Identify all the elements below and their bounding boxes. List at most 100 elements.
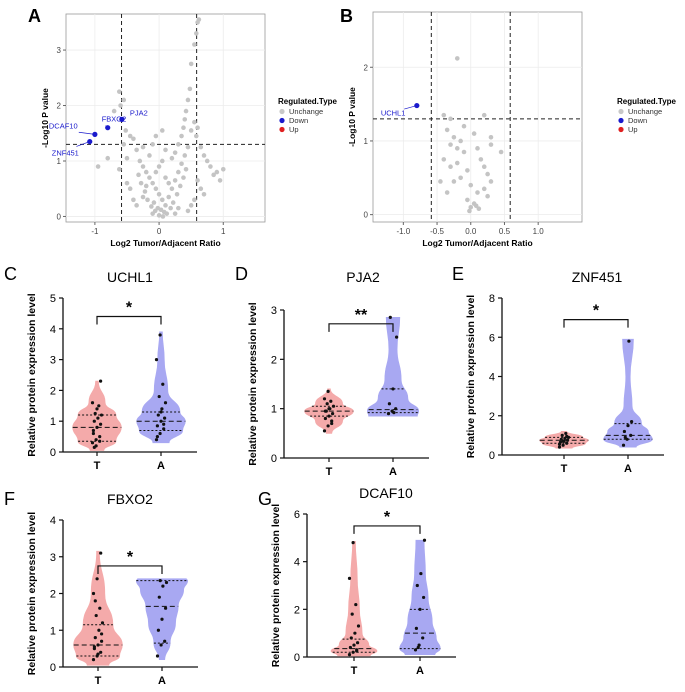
data-point-unchanged [214,169,220,175]
data-point-unchanged [150,142,155,147]
data-point [160,407,164,411]
x-tick-label: A [416,665,424,677]
data-point [90,441,95,445]
violin-body [73,550,123,666]
data-point [93,636,97,640]
y-tick-label: 2 [294,604,300,616]
x-tick-label: T [94,460,101,472]
data-point-unchanged [454,146,460,151]
data-point-unchanged [131,136,136,142]
data-point-unchanged [481,164,487,170]
data-point [557,442,562,446]
y-axis-label: Relative protein expression level [270,504,282,667]
point-label: ZNF451 [52,149,79,158]
data-point-unchanged [140,144,146,150]
significance-marker: * [384,509,391,526]
data-point-unchanged [124,180,130,186]
legend-label: Up [628,125,638,134]
data-point [91,591,96,596]
y-tick-label: 2 [50,385,56,397]
data-point [98,435,102,439]
violin-T [72,379,122,451]
data-point-unchanged [475,190,480,195]
data-point-unchanged [159,197,165,203]
data-point [560,433,564,437]
data-point-unchanged [187,86,193,92]
data-point-unchanged [138,180,144,186]
significance-bracket [328,323,394,332]
data-point [159,643,163,647]
data-point-unchanged [182,117,188,122]
data-point-unchanged [441,157,447,162]
data-point [564,431,568,436]
data-point [327,407,331,411]
y-axis-label: -Log10 P value [40,88,50,148]
data-point [159,419,163,423]
data-point [387,402,391,406]
violin-A [135,578,189,661]
legend-label: Unchange [628,107,662,116]
y-tick-label: 4 [50,324,56,336]
x-tick-label: A [157,460,165,472]
data-point [331,412,335,416]
data-point-unchanged [451,179,457,184]
data-point [99,422,103,426]
data-point-unchanged [201,191,207,197]
data-point [627,339,631,343]
data-point-unchanged [195,125,200,131]
data-point-unchanged [124,155,130,161]
data-point-unchanged [136,172,141,178]
data-point-unchanged [153,133,159,139]
data-point-unchanged [475,146,480,151]
y-tick-label: 3 [271,305,277,317]
data-point [422,595,426,600]
data-point-unchanged [194,31,199,36]
data-point [621,443,626,447]
data-point-unchanged [163,147,168,153]
x-tick-label: 1 [221,227,226,236]
violin-panel-E: E ZNF451 0 2 4 6 8 T A Relative protein expressio… [452,264,664,475]
data-point-unchanged [147,153,152,158]
data-point [90,401,95,405]
data-point [163,416,167,420]
data-point-unchanged [147,175,152,180]
y-tick-label: 2 [489,411,495,423]
data-point [163,401,168,405]
data-point-down [119,116,125,122]
y-tick-label: 0 [50,447,56,459]
data-point [95,425,99,429]
chart-title: UCHL1 [107,269,153,285]
y-tick-label: 2 [271,354,277,366]
data-point [99,379,103,383]
point-label: FBXO2 [102,115,127,124]
data-point-unchanged [152,208,158,214]
data-point [155,435,159,439]
data-point [413,648,418,652]
data-point [94,438,98,442]
data-point [392,411,396,415]
data-point [100,639,104,643]
y-tick-label: 0 [294,652,300,664]
data-point-unchanged [441,112,447,118]
legend-label: Unchange [289,107,323,116]
data-point [395,335,399,339]
data-point-down [414,102,420,109]
violin-T [304,388,354,434]
legend-swatch [279,108,285,115]
data-point-unchanged [160,214,166,219]
y-tick-label: 1 [50,625,56,637]
data-point [96,652,100,656]
data-point [630,420,634,424]
y-tick-label: 2 [50,589,56,601]
data-point-unchanged [183,108,189,114]
data-point-unchanged [201,153,207,158]
data-point [561,439,565,443]
data-point [421,636,425,640]
data-point-unchanged [473,203,479,209]
data-point [326,389,330,393]
data-point [155,424,159,428]
significance-marker: ** [355,307,368,324]
data-point-unchanged [170,200,176,205]
data-point-unchanged [134,203,139,208]
